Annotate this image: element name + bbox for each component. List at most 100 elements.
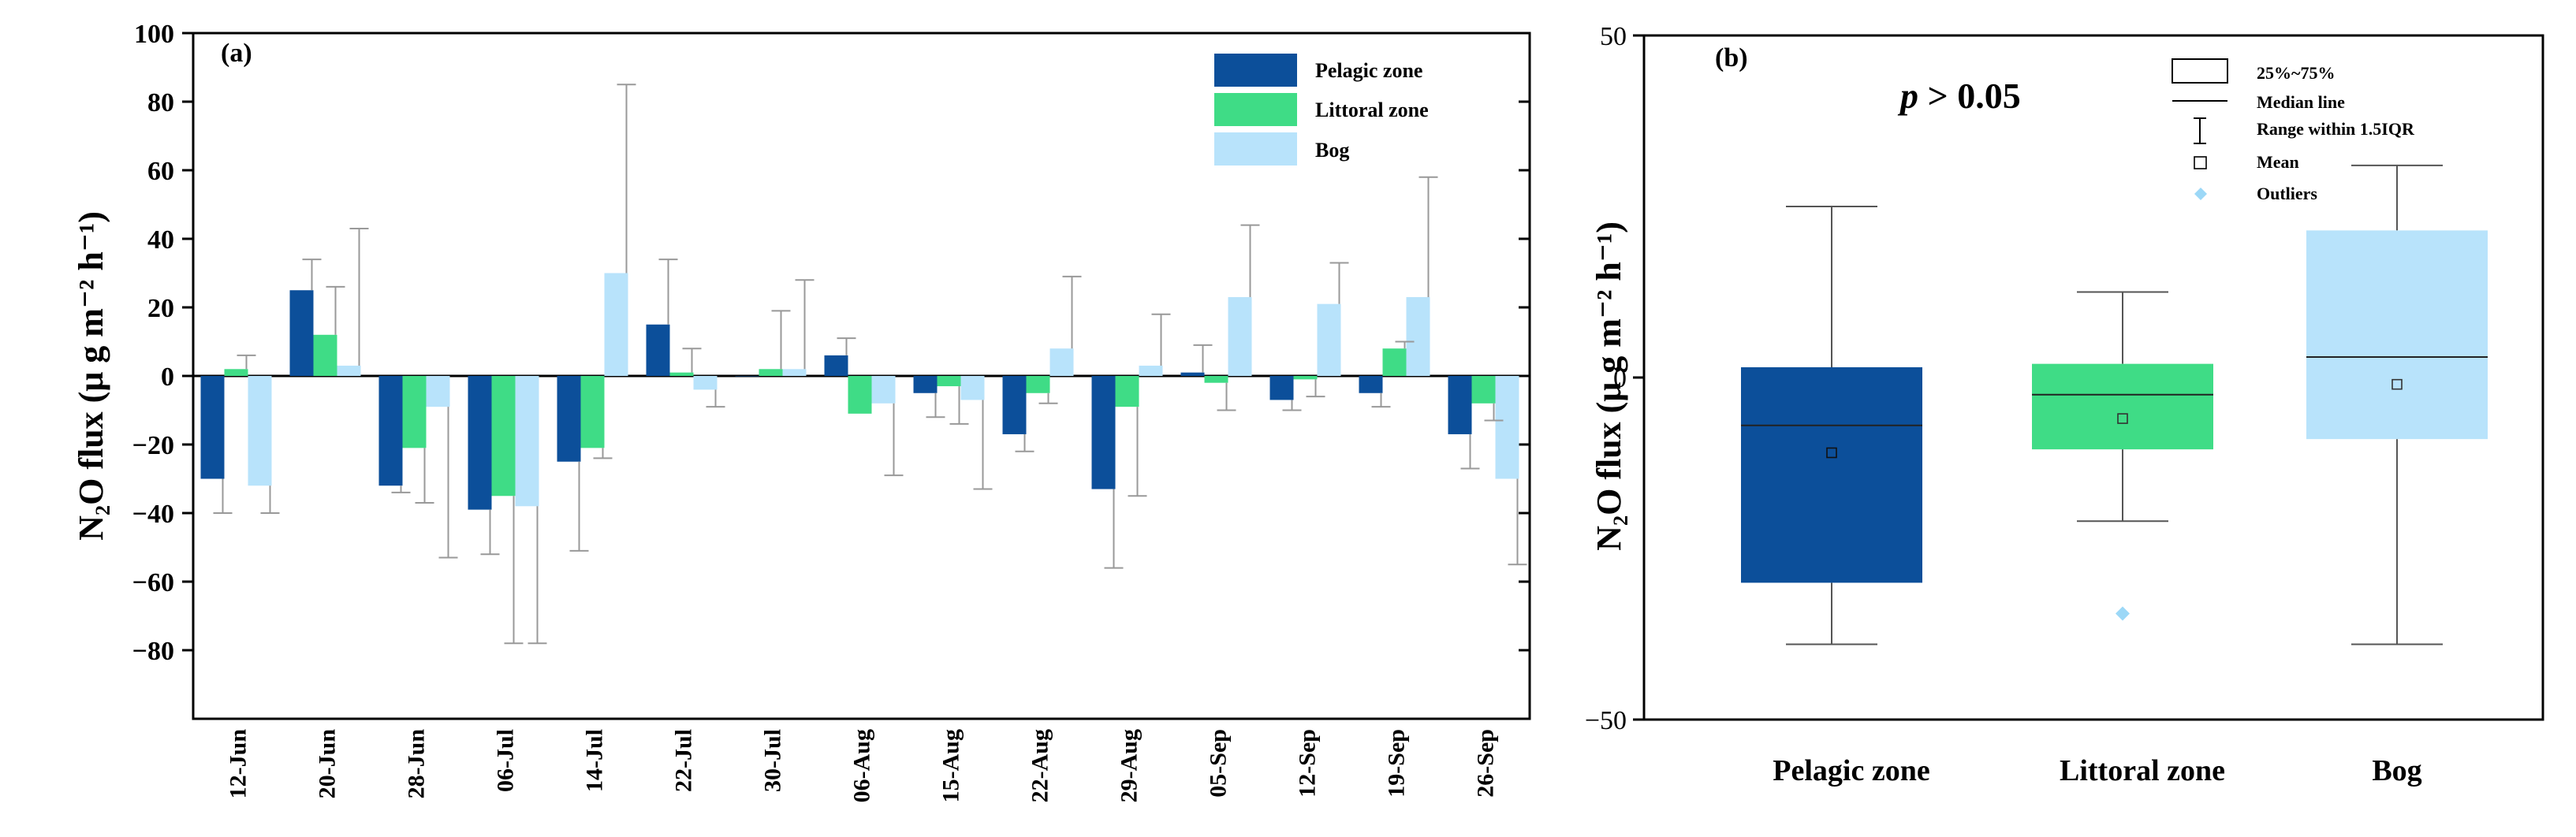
panel-a-y-tick-label: −20: [132, 431, 174, 460]
bar-littoral-12-Sep: [1293, 376, 1318, 380]
panel-a-y-tick-label: 60: [147, 157, 174, 186]
bar-pelagic-29-Aug: [1091, 376, 1116, 489]
bar-bog-26-Sep: [1495, 376, 1519, 479]
bar-pelagic-12-Jun: [200, 376, 225, 479]
bar-bog-06-Aug: [871, 376, 896, 404]
x-tick-label-06-Aug: 06-Aug: [849, 729, 875, 802]
bar-littoral-12-Jun: [224, 369, 248, 376]
bar-pelagic-14-Jul: [557, 376, 581, 462]
legend-box-symbol: [2172, 58, 2228, 84]
legend-label-littoral: Littoral zone: [1315, 99, 1429, 121]
bar-littoral-22-Aug: [1026, 376, 1050, 393]
bar-pelagic-30-Jul: [735, 376, 759, 377]
panel-a-bars: [200, 273, 1519, 510]
panel-a-y-tick-label: −40: [132, 500, 174, 529]
bar-bog-19-Sep: [1406, 296, 1430, 376]
legend-label-bog: Bog: [1315, 139, 1349, 162]
panel-a-error-bars: [213, 84, 1527, 645]
panel-b-y-tick-label: 50: [1600, 22, 1627, 51]
panel-b-legend: 25%~75% Median line Range within 1.5IQR …: [2172, 58, 2415, 203]
box-pelagic: [1741, 366, 1922, 583]
legend-median-label: Median line: [2257, 92, 2345, 112]
x-tick-label-12-Jun: 12-Jun: [226, 729, 252, 799]
legend-mean-symbol: [2194, 156, 2207, 169]
bar-littoral-19-Sep: [1382, 348, 1407, 376]
legend-swatch-littoral: [1214, 93, 1297, 126]
panel-a-y-tick-label: −60: [132, 568, 174, 597]
panel-b-significance: p > 0.05: [1897, 76, 2021, 116]
x-tick-label-20-Jun: 20-Jun: [315, 729, 341, 799]
x-tick-label-29-Aug: 29-Aug: [1117, 729, 1143, 802]
panel-a-x-tick-labels: 12-Jun 20-Jun 28-Jun 06-Jul 14-Jul 22-Jul 30-J…: [226, 729, 1499, 803]
x-tick-label-14-Jul: 14-Jul: [582, 729, 608, 792]
bar-pelagic-22-Aug: [1002, 376, 1027, 434]
bar-littoral-05-Sep: [1204, 376, 1228, 383]
x-tick-label-30-Jul: 30-Jul: [760, 729, 786, 792]
panel-b-y-ticks: 50 0 −50: [1585, 22, 1644, 735]
bar-bog-29-Aug: [1139, 365, 1163, 376]
panel-b-x-labels: Pelagic zone Littoral zone Bog: [1773, 754, 2421, 787]
bar-pelagic-06-Jul: [468, 376, 492, 510]
panel-a-label: (a): [221, 39, 252, 68]
legend-box-label: 25%~75%: [2257, 63, 2335, 83]
bar-bog-12-Sep: [1317, 303, 1341, 376]
panel-a-y-tick-label: 20: [147, 294, 174, 323]
panel-a-y-ticks: 100 80 60 40 20 0 −20 −40 −60 −80: [132, 20, 1530, 666]
panel-a-legend: Pelagic zone Littoral zone Bog: [1214, 54, 1429, 166]
bar-littoral-22-Jul: [669, 372, 694, 376]
x-tick-label-05-Sep: 05-Sep: [1206, 729, 1232, 798]
panel-a-y-tick-label: 0: [161, 363, 174, 392]
bar-littoral-06-Aug: [848, 376, 872, 414]
panel-a-y-tick-label: 40: [147, 225, 174, 255]
bar-bog-12-Jun: [248, 376, 272, 486]
bar-pelagic-26-Sep: [1448, 376, 1472, 434]
outlier-littoral: [2116, 606, 2130, 621]
bar-pelagic-12-Sep: [1269, 376, 1294, 400]
bar-pelagic-06-Aug: [824, 355, 848, 376]
legend-outlier-symbol: [2194, 188, 2207, 200]
bar-littoral-14-Jul: [580, 376, 605, 448]
bar-littoral-06-Jul: [491, 376, 516, 497]
box-littoral: [2032, 363, 2213, 450]
bar-pelagic-19-Sep: [1359, 376, 1383, 393]
panel-b-y-tick-label: −50: [1585, 706, 1627, 735]
bar-littoral-26-Sep: [1471, 376, 1496, 404]
x-tick-label-22-Jul: 22-Jul: [671, 729, 697, 792]
legend-range-symbol: [2194, 117, 2206, 144]
bar-bog-20-Jun: [337, 365, 361, 376]
bar-bog-30-Jul: [782, 369, 807, 376]
bar-littoral-20-Jun: [313, 334, 337, 376]
x-tick-label-22-Aug: 22-Aug: [1027, 729, 1053, 802]
bar-littoral-15-Aug: [937, 376, 961, 387]
mean-marker-bog: [2391, 378, 2403, 390]
box-x-label-littoral: Littoral zone: [2060, 754, 2225, 787]
x-tick-label-12-Sep: 12-Sep: [1295, 729, 1321, 798]
bar-bog-28-Jun: [426, 376, 450, 407]
legend-mean-label: Mean: [2257, 152, 2299, 172]
bar-pelagic-28-Jun: [378, 376, 403, 486]
bar-bog-22-Aug: [1049, 348, 1074, 376]
p-value: > 0.05: [1918, 76, 2021, 116]
panel-b-box-plot: 500−50 Pelagic zone Littoral zone Bog (b) …: [1585, 22, 2544, 787]
bar-bog-05-Sep: [1228, 296, 1252, 376]
panel-a-y-tick-label: −80: [132, 637, 174, 666]
panel-a-y-axis-label: N₂O flux (μ g m⁻² h⁻¹): [72, 211, 110, 541]
bar-pelagic-20-Jun: [289, 290, 314, 376]
bar-littoral-29-Aug: [1115, 376, 1139, 407]
x-tick-label-28-Jun: 28-Jun: [404, 729, 430, 799]
x-tick-label-19-Sep: 19-Sep: [1384, 729, 1410, 798]
legend-swatch-pelagic: [1214, 54, 1297, 87]
legend-outlier-label: Outliers: [2257, 184, 2317, 203]
bar-littoral-30-Jul: [759, 369, 783, 376]
box-bog: [2306, 230, 2488, 440]
bar-pelagic-15-Aug: [913, 376, 938, 393]
bar-littoral-28-Jun: [402, 376, 427, 448]
bar-bog-14-Jul: [604, 273, 628, 376]
x-tick-label-26-Sep: 26-Sep: [1473, 729, 1499, 798]
panel-b-label: (b): [1715, 43, 1748, 73]
box-x-label-pelagic: Pelagic zone: [1773, 754, 1929, 787]
bar-bog-06-Jul: [515, 376, 539, 507]
mean-marker-littoral: [2117, 413, 2128, 424]
panel-a-bar-chart: 100 80 60 40 20 0 −20 −40 −60 −80 12-Jun 20-Jun 28-…: [72, 20, 1531, 803]
